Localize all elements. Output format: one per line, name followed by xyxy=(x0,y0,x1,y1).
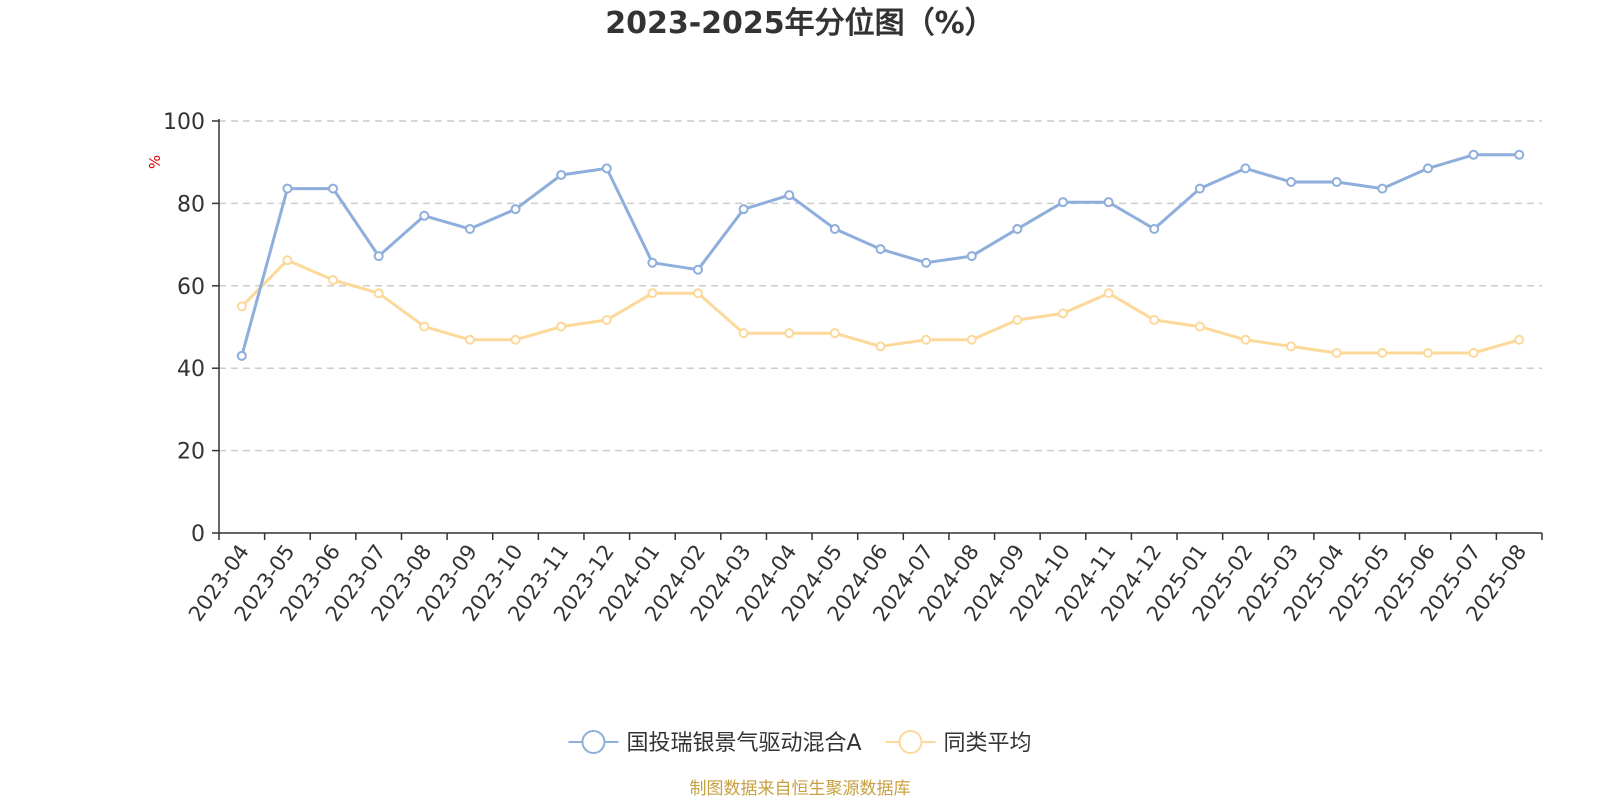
data-point xyxy=(328,183,339,194)
data-point xyxy=(1468,347,1479,358)
grid-lines xyxy=(219,120,1542,452)
data-point xyxy=(1331,176,1342,187)
data-point xyxy=(1012,314,1023,325)
data-point xyxy=(647,257,658,268)
data-point xyxy=(1514,334,1525,345)
data-point xyxy=(966,251,977,262)
data-point xyxy=(236,350,247,361)
series-lines xyxy=(236,149,1525,361)
data-point xyxy=(1103,197,1114,208)
data-point xyxy=(419,321,430,332)
data-point xyxy=(464,223,475,234)
data-point xyxy=(738,328,749,339)
data-point xyxy=(1149,314,1160,325)
legend: 国投瑞银景气驱动混合A 同类平均 xyxy=(568,730,1032,756)
data-point xyxy=(556,321,567,332)
data-point xyxy=(601,163,612,174)
data-point xyxy=(784,328,795,339)
data-point xyxy=(373,288,384,299)
series-line xyxy=(240,258,1520,355)
y-tick-label: 100 xyxy=(163,110,205,135)
legend-marker xyxy=(581,730,606,754)
data-point xyxy=(1103,288,1114,299)
data-point xyxy=(647,288,658,299)
data-point xyxy=(282,183,293,194)
data-point xyxy=(419,210,430,221)
data-point xyxy=(693,288,704,299)
data-point xyxy=(282,255,293,266)
data-point xyxy=(1377,183,1388,194)
y-tick-label: 60 xyxy=(177,275,205,300)
data-point xyxy=(1331,347,1342,358)
data-point xyxy=(1468,149,1479,160)
data-point xyxy=(601,314,612,325)
data-point xyxy=(829,223,840,234)
data-point xyxy=(1514,149,1525,160)
data-point xyxy=(1194,321,1205,332)
y-axis-label: % xyxy=(146,155,164,169)
data-point xyxy=(875,244,886,255)
data-point xyxy=(1012,223,1023,234)
data-point xyxy=(373,251,384,262)
data-point xyxy=(464,334,475,345)
data-point xyxy=(738,204,749,215)
data-point xyxy=(875,341,886,352)
data-point xyxy=(1286,176,1297,187)
y-tick-label: 20 xyxy=(177,440,205,465)
data-point xyxy=(966,334,977,345)
y-tick-label: 0 xyxy=(191,522,205,547)
data-point xyxy=(1422,347,1433,358)
source-note: 制图数据来自恒生聚源数据库 xyxy=(690,779,911,799)
data-point xyxy=(236,301,247,312)
data-point xyxy=(693,264,704,275)
series-line xyxy=(240,153,1520,357)
data-point xyxy=(1194,183,1205,194)
x-axis: 2023-042023-052023-062023-072023-082023-… xyxy=(184,532,1543,626)
data-point xyxy=(1422,163,1433,174)
data-point xyxy=(921,257,932,268)
legend-marker xyxy=(898,730,923,754)
data-point xyxy=(829,328,840,339)
data-point xyxy=(510,204,521,215)
data-point xyxy=(1286,341,1297,352)
data-point xyxy=(556,169,567,180)
data-point xyxy=(1240,163,1251,174)
y-tick-label: 40 xyxy=(177,357,205,382)
data-point xyxy=(784,190,795,201)
data-point xyxy=(1240,334,1251,345)
data-point xyxy=(1057,308,1068,319)
data-point xyxy=(328,275,339,286)
data-point xyxy=(1377,347,1388,358)
y-axis: 0 20 40 60 80 100 xyxy=(163,110,220,547)
y-tick-label: 80 xyxy=(177,192,205,217)
data-point xyxy=(510,334,521,345)
data-point xyxy=(1057,197,1068,208)
data-point xyxy=(921,334,932,345)
chart-title: 2023-2025年分位图（%） xyxy=(605,6,995,41)
legend-label: 同类平均 xyxy=(944,731,1032,756)
data-point xyxy=(1149,223,1160,234)
legend-label: 国投瑞银景气驱动混合A xyxy=(626,731,861,756)
